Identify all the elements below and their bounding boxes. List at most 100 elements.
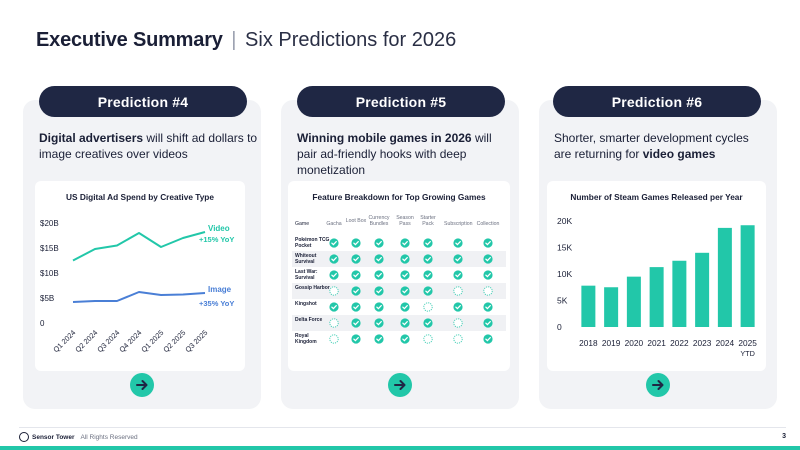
x-tick-label: Q2 2024: [73, 328, 99, 354]
x-tick-label: 2025: [738, 338, 757, 348]
check-circle-icon: [483, 334, 493, 344]
check-circle-icon: [351, 238, 361, 248]
check-circle-icon: [351, 254, 361, 264]
sensor-tower-logo: Sensor Tower All Rights Reserved: [19, 432, 138, 442]
empty-circle-icon: [423, 302, 433, 312]
check-circle-icon: [329, 302, 339, 312]
empty-circle-icon: [329, 318, 339, 328]
series-label: Video: [208, 224, 230, 233]
arrow-right-icon: [652, 380, 664, 390]
check-circle-icon: [453, 302, 463, 312]
table-column-header: Season Pass: [396, 215, 414, 227]
x-tick-label: 2022: [670, 338, 689, 348]
empty-circle-icon: [423, 334, 433, 344]
check-circle-icon: [423, 238, 433, 248]
y-tick-label: 0: [40, 319, 45, 328]
bar: [672, 260, 687, 327]
table-column-header: Starter Pack: [420, 215, 436, 227]
table-column-header: Collection: [476, 221, 500, 227]
check-circle-icon: [400, 286, 410, 296]
empty-circle-icon: [483, 286, 493, 296]
check-circle-icon: [423, 318, 433, 328]
check-circle-icon: [423, 286, 433, 296]
prediction-text-bold: Digital advertisers: [39, 131, 144, 145]
table-row-game: Gossip Harbor: [295, 285, 330, 291]
table-row-game: Royal Kingdom: [295, 333, 317, 345]
x-tick-label: Q2 2025: [161, 328, 187, 354]
check-circle-icon: [400, 318, 410, 328]
check-circle-icon: [453, 254, 463, 264]
arrow-right-icon: [394, 380, 406, 390]
check-circle-icon: [329, 238, 339, 248]
bar: [740, 225, 755, 327]
check-circle-icon: [351, 302, 361, 312]
footer: Sensor Tower All Rights Reserved 3: [0, 428, 800, 450]
title-separator: |: [231, 29, 237, 51]
series-growth-label: +15% YoY: [199, 235, 234, 244]
bar: [649, 267, 664, 327]
series-line-video: [72, 231, 206, 262]
empty-circle-icon: [453, 286, 463, 296]
prediction-text-bold: Winning mobile games in 2026: [297, 131, 472, 145]
steam-bar-chart: 20K 15K 10K 5K 0 2018 2019 2020 2021 2022 2023 2024…: [557, 216, 757, 358]
y-tick-label: $10B: [40, 269, 59, 278]
table-column-header: Subscription: [444, 221, 473, 227]
check-circle-icon: [400, 302, 410, 312]
y-tick-label: 20K: [557, 216, 572, 226]
y-tick-label: $15B: [40, 244, 59, 253]
check-circle-icon: [329, 270, 339, 280]
x-tick-label: 2020: [625, 338, 644, 348]
x-tick-label: Q1 2025: [139, 328, 165, 354]
table-row-game: Pokémon TCG Pocket: [295, 237, 330, 249]
rights-text: All Rights Reserved: [80, 433, 138, 441]
page-number: 3: [782, 433, 786, 440]
prediction-text-5: Winning mobile games in 2026 will pair a…: [297, 130, 507, 178]
bar: [626, 276, 641, 327]
feature-table-card: Feature Breakdown for Top Growing Games …: [288, 181, 510, 371]
check-circle-icon: [374, 270, 384, 280]
table-row-stripe: [292, 315, 506, 331]
check-circle-icon: [400, 334, 410, 344]
steam-chart-card: Number of Steam Games Released per Year …: [547, 181, 766, 371]
check-circle-icon: [483, 302, 493, 312]
chart-title: Feature Breakdown for Top Growing Games: [312, 192, 486, 202]
chart-title: US Digital Ad Spend by Creative Type: [66, 192, 214, 202]
x-tick-label: 2024: [716, 338, 735, 348]
next-arrow-button[interactable]: [130, 373, 154, 397]
footer-accent-bar: [0, 446, 800, 450]
table-column-header: Currency Bundles: [368, 215, 390, 227]
check-circle-icon: [423, 254, 433, 264]
x-tick-sublabel: YTD: [740, 349, 755, 358]
feature-table: Game Gacha Loot Box Currency Bundles Season …: [288, 181, 510, 371]
chart-title: Number of Steam Games Released per Year: [570, 192, 743, 202]
check-circle-icon: [351, 286, 361, 296]
table-row-game: Last War: Survival: [295, 269, 318, 281]
check-circle-icon: [453, 270, 463, 280]
check-circle-icon: [351, 270, 361, 280]
empty-circle-icon: [453, 318, 463, 328]
logo-icon: [19, 432, 29, 442]
series-line-image: [72, 291, 206, 303]
x-tick-label: 2019: [602, 338, 621, 348]
table-column-header: Gacha: [326, 221, 342, 227]
prediction-text-rest: Shorter, smarter development cycles are …: [554, 131, 749, 161]
prediction-text-rest: will pair ad-friendly hooks with deep mo…: [297, 131, 492, 177]
next-arrow-button[interactable]: [388, 373, 412, 397]
series-growth-label: +35% YoY: [199, 299, 234, 308]
check-circle-icon: [400, 238, 410, 248]
x-tick-label: Q3 2025: [183, 328, 209, 354]
next-arrow-button[interactable]: [646, 373, 670, 397]
check-circle-icon: [400, 270, 410, 280]
check-circle-icon: [483, 318, 493, 328]
brand-name: Sensor Tower: [32, 433, 75, 441]
check-circle-icon: [374, 286, 384, 296]
check-circle-icon: [351, 318, 361, 328]
x-tick-label: Q1 2024: [51, 328, 77, 354]
y-tick-label: 5K: [557, 296, 568, 306]
footer-divider: [19, 427, 786, 428]
check-circle-icon: [351, 334, 361, 344]
table-row-stripe: [292, 283, 506, 299]
x-tick-label: 2021: [647, 338, 666, 348]
